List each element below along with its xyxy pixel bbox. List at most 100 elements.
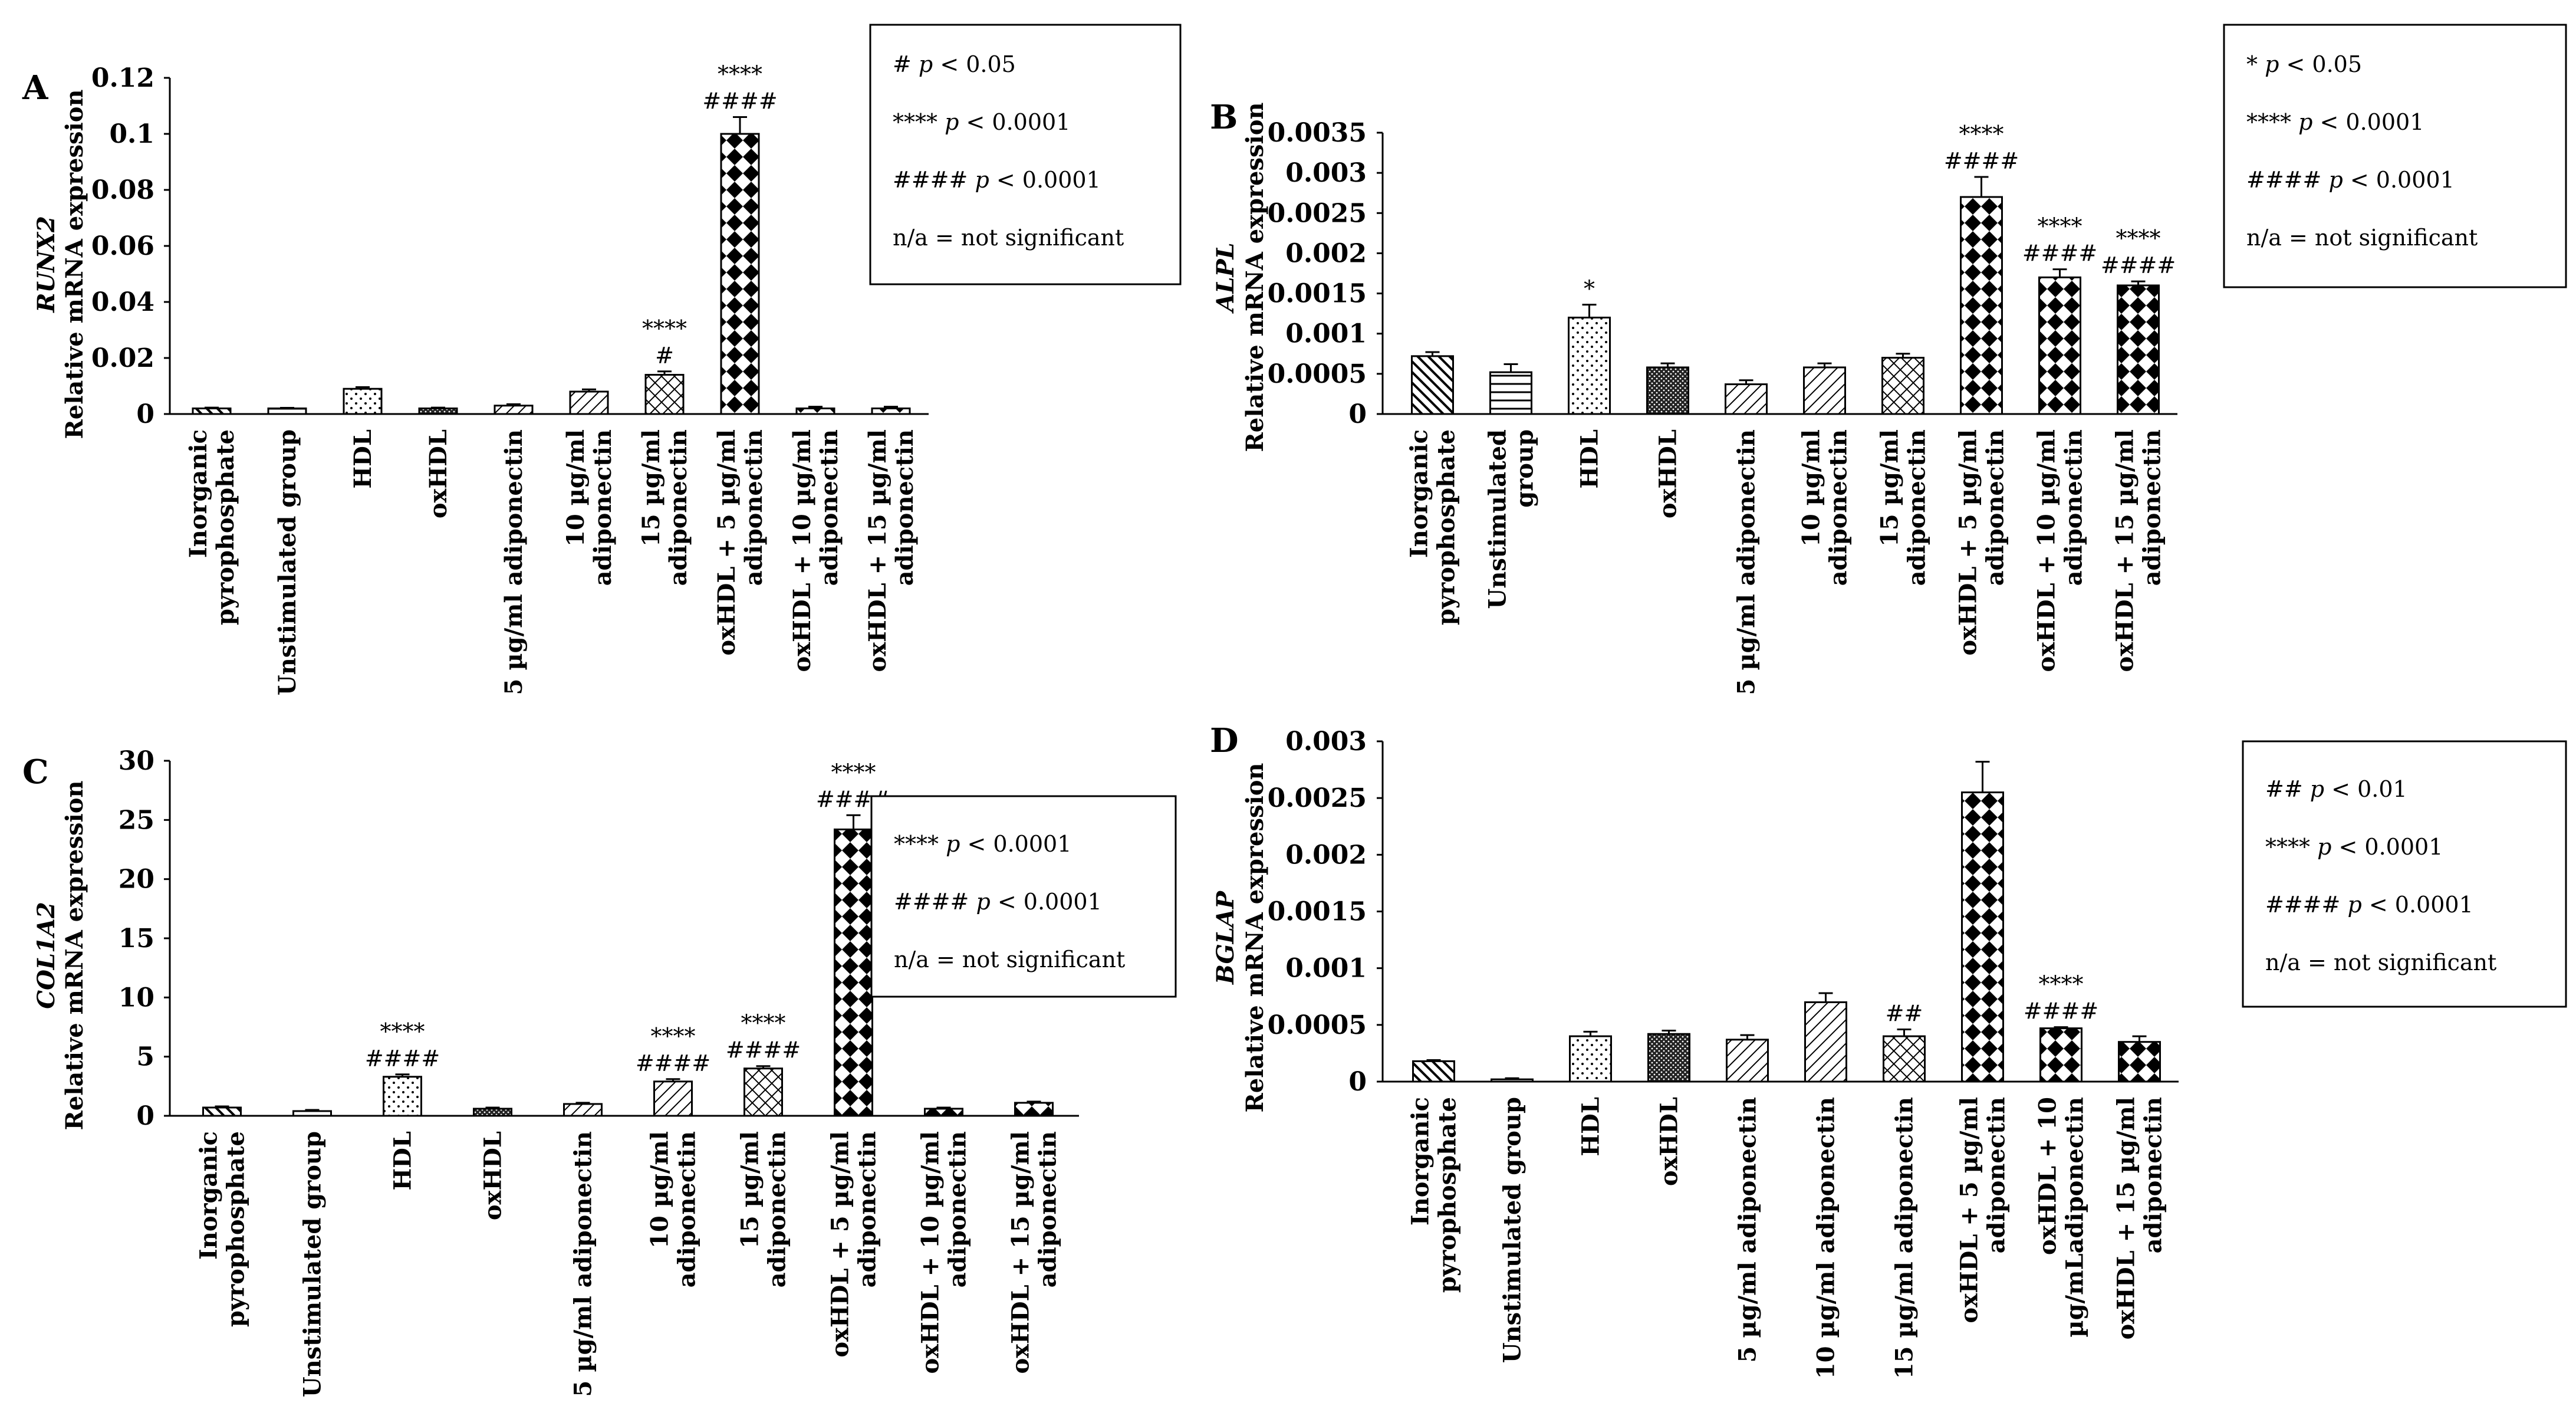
category-label: adiponectin: [1983, 1097, 2011, 1253]
error-bar: [215, 1105, 229, 1108]
panel-letter: D: [1210, 721, 1239, 760]
significance-label: ####: [636, 1050, 710, 1076]
legend-entry: n/a = not significant: [2265, 950, 2496, 975]
bar: [1569, 1035, 1612, 1083]
category-label: adiponectin: [673, 1131, 701, 1287]
significance-label: ####: [2022, 241, 2097, 267]
category-label: 15 µg/ml adiponectin: [1891, 1097, 1919, 1379]
error-bar: [1027, 1100, 1041, 1103]
significance-label: *: [1584, 276, 1595, 302]
legend-entry: * p < 0.05: [2246, 51, 2362, 77]
bar: [418, 408, 458, 415]
panel-letter: B: [1210, 98, 1238, 137]
category-label: HDL: [349, 429, 377, 489]
legend-entry: #### p < 0.0001: [2246, 167, 2455, 193]
y-tick-label: 0.06: [91, 231, 154, 261]
error-bar: [936, 1106, 951, 1109]
category-label: Unstimulated group: [274, 429, 301, 695]
gene-label: ALPL: [1212, 242, 1239, 314]
bar: [1412, 1060, 1455, 1083]
significance-label: ####: [2101, 252, 2176, 278]
y-tick-label: 0.002: [1285, 840, 1367, 870]
category-label: 15 µg/ml: [736, 1131, 764, 1249]
category-label: pyrophosphate: [222, 1131, 250, 1327]
error-bar: [1662, 1029, 1676, 1034]
significance-label: ****: [2116, 225, 2161, 251]
category-label: Unstimulated group: [299, 1131, 327, 1397]
category-label: adiponectin: [854, 1131, 881, 1287]
bar: [720, 133, 760, 415]
panel-d: D BGLAP Relative mRNA expression 0 0.0005 0.0…: [1210, 721, 2567, 1379]
bar: [1883, 1035, 1926, 1083]
bar: [473, 1108, 512, 1117]
y-axis-label: Relative mRNA expression: [61, 781, 88, 1131]
y-tick-label: 0.0005: [1268, 1010, 1367, 1040]
category-label: Inorganic: [1407, 1097, 1435, 1226]
legend-entry: ## p < 0.01: [2265, 776, 2407, 802]
category-label: 10 µg/ml: [1798, 429, 1825, 547]
error-bar: [395, 1073, 410, 1077]
category-label: 10 µg/ml adiponectin: [1812, 1097, 1840, 1379]
y-tick-label: 5: [136, 1042, 154, 1072]
legend-box: [870, 795, 1177, 998]
category-label: oxHDL: [479, 1131, 507, 1220]
y-axis-label: Relative mRNA expression: [1241, 103, 1269, 452]
category-label: oxHDL + 10: [2034, 1097, 2062, 1255]
category-label: adiponectin: [2139, 429, 2166, 586]
error-bar: [582, 388, 596, 392]
error-bar: [1896, 353, 1910, 358]
y-tick-label: 0: [136, 1101, 154, 1131]
y-tick-label: 20: [119, 865, 154, 895]
error-bar: [356, 386, 370, 389]
bar: [743, 1067, 783, 1117]
panel-letter: A: [22, 68, 49, 107]
category-label: µg/mLadiponectin: [2061, 1097, 2089, 1338]
bar: [292, 1110, 332, 1117]
category-label: oxHDL + 5 µg/ml: [827, 1131, 854, 1358]
category-label: oxHDL + 15 µg/ml: [2111, 429, 2139, 672]
error-bar: [1426, 1059, 1441, 1062]
panel-letter: C: [22, 753, 49, 791]
y-tick-label: 0.001: [1285, 319, 1367, 349]
panel-a: A RUNX2 Relative mRNA expression 0 0.02 0.04 0…: [22, 24, 1182, 695]
legend-entry: **** p < 0.0001: [2265, 834, 2443, 860]
panel-b: B ALPL Relative mRNA expression 0 0.0005 0.00…: [1210, 24, 2567, 695]
category-label: adiponectin: [740, 429, 768, 586]
error-bar: [2052, 268, 2067, 278]
category-label: adiponectin: [1034, 1131, 1062, 1287]
significance-label: ****: [718, 61, 762, 87]
legend: # p < 0.05 **** p < 0.0001 #### p < 0.0001…: [869, 24, 1182, 285]
category-label: Inorganic: [185, 429, 212, 558]
bar: [1568, 316, 1611, 415]
legend-entry: **** p < 0.0001: [2246, 109, 2424, 135]
error-bar: [1582, 304, 1597, 318]
bar: [1803, 366, 1846, 415]
significance-label: ****: [2039, 971, 2084, 997]
bar: [569, 390, 609, 415]
category-label: Unstimulated: [1484, 429, 1512, 609]
y-tick-label: 0.0035: [1268, 118, 1367, 148]
bar: [1491, 1078, 1534, 1083]
error-bar: [2054, 1026, 2068, 1029]
bar: [1961, 791, 2004, 1083]
bar: [563, 1103, 603, 1117]
significance-label: ####: [1944, 148, 2019, 174]
significance-label: #: [655, 343, 674, 369]
significance-label: ****: [2038, 213, 2082, 239]
category-label: 5 µg/ml adiponectin: [500, 429, 528, 695]
significance-label: ####: [702, 88, 777, 114]
legend-entry: n/a = not significant: [2246, 225, 2478, 251]
category-label: adiponectin: [589, 429, 617, 586]
legend-box: [2242, 740, 2567, 1008]
category-label: 5 µg/ml adiponectin: [1733, 429, 1761, 695]
bar: [653, 1080, 693, 1117]
gene-label: BGLAP: [1212, 890, 1239, 985]
category-label: oxHDL + 5 µg/ml: [1955, 429, 1982, 656]
error-bar: [1505, 1077, 1519, 1080]
significance-label: ****: [380, 1019, 425, 1044]
significance-label: ####: [365, 1046, 440, 1072]
significance-label: ****: [1959, 121, 2004, 147]
category-label: pyrophosphate: [1434, 1097, 1462, 1293]
category-label: oxHDL + 15 µg/ml: [2113, 1097, 2140, 1339]
